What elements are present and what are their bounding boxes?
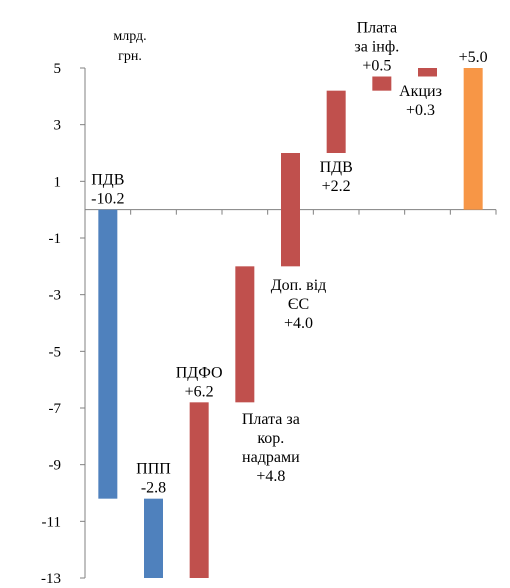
bar-4 <box>235 266 255 403</box>
y-tick-label: -9 <box>49 458 62 474</box>
y-tick-label: -7 <box>49 401 62 417</box>
y-tick-label: -13 <box>41 571 61 587</box>
bar-9-label: +5.0 <box>459 49 488 66</box>
bar-7-label: Плата <box>357 20 398 37</box>
bar-5-label: Доп. від <box>271 277 327 294</box>
bar-8 <box>418 68 437 77</box>
bar-7-label: +0.5 <box>362 58 391 75</box>
y-tick-label: -11 <box>42 514 61 530</box>
bar-5 <box>281 153 300 267</box>
bar-4-label: Плата за <box>242 411 300 428</box>
bar-4-label: кор. <box>257 430 284 447</box>
bar-1-label: ПДВ <box>91 172 124 189</box>
unit-label-line-1: млрд. <box>113 29 146 44</box>
y-tick-label: 1 <box>54 174 62 190</box>
bar-3-label: ПДФО <box>176 364 223 381</box>
bar-4-label: +4.8 <box>256 468 285 485</box>
data-labels-group: ПДВ -10.2 ППП -2.8 ПДФО +6.2 Плата за кор. надра… <box>91 20 488 497</box>
bar-6-label: +2.2 <box>322 178 351 195</box>
bar-1-label: -10.2 <box>91 191 124 208</box>
bar-6 <box>326 90 346 153</box>
y-tick-label: 3 <box>54 118 62 134</box>
bar-3-label: +6.2 <box>185 383 214 400</box>
bar-7-label: за інф. <box>354 39 399 56</box>
bar-1 <box>98 209 118 499</box>
bar-9 <box>463 68 483 210</box>
bar-8-label: +0.3 <box>406 102 435 119</box>
bar-8-label: Акциз <box>399 83 442 100</box>
bars-group <box>98 68 483 578</box>
bar-4-label: надрами <box>242 449 300 466</box>
bar-5-label: +4.0 <box>284 315 313 332</box>
y-tick-label: -5 <box>49 344 62 360</box>
bar-2-label: ППП <box>136 461 171 478</box>
y-tick-label: -3 <box>49 288 62 304</box>
unit-label-line-2: грн. <box>118 49 142 64</box>
bar-6-label: ПДВ <box>320 159 353 176</box>
bar-5-label: ЄС <box>288 296 309 313</box>
bar-2-label: -2.8 <box>141 480 166 497</box>
bar-2 <box>144 498 163 578</box>
bar-3 <box>189 402 209 578</box>
axes: 5 3 1 -1 -3 -5 -7 -9 -11 -13 <box>41 61 497 587</box>
bar-7 <box>372 76 392 91</box>
y-tick-label: 5 <box>54 61 62 77</box>
y-tick-label: -1 <box>49 231 62 247</box>
